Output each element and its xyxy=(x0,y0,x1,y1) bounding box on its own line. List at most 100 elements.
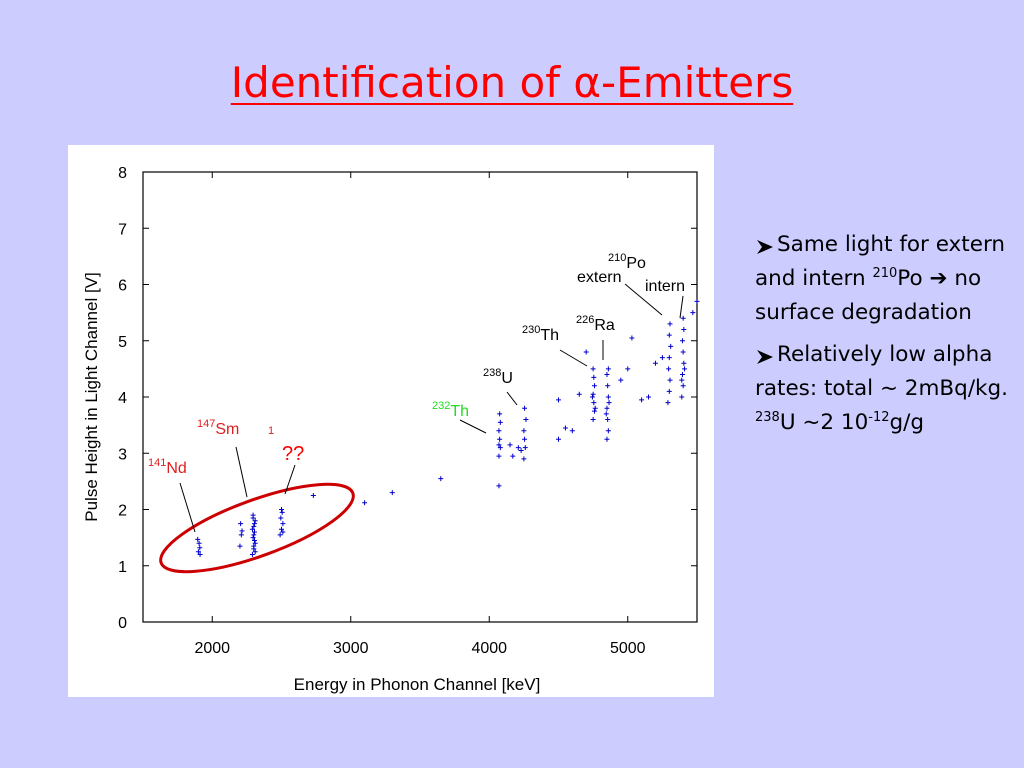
annotation-label: intern xyxy=(645,278,685,295)
annotation-mass: 147 xyxy=(197,418,215,430)
data-point xyxy=(521,428,527,434)
bullet-arrow xyxy=(757,350,773,364)
data-point xyxy=(251,543,257,549)
data-point xyxy=(522,436,528,442)
data-point xyxy=(239,528,245,534)
data-point xyxy=(590,391,596,397)
data-point xyxy=(497,436,503,442)
data-point xyxy=(496,483,502,489)
data-point xyxy=(690,310,696,316)
data-point xyxy=(605,383,611,389)
data-point xyxy=(667,377,673,383)
data-point xyxy=(667,321,673,327)
data-point xyxy=(238,521,244,527)
y-tick-label: 0 xyxy=(118,615,127,632)
note: 238U ~2 10-12g/g xyxy=(755,406,1020,440)
annotation: extern xyxy=(577,269,621,286)
data-point xyxy=(604,405,610,411)
data-point xyxy=(252,518,258,524)
data-point xyxy=(251,521,257,527)
data-point xyxy=(679,338,685,344)
y-tick-label: 8 xyxy=(118,165,127,182)
annotation: 230Th xyxy=(522,324,559,344)
data-point xyxy=(251,537,257,543)
annotation-label: extern xyxy=(577,269,621,286)
text-run: U ~2 10 xyxy=(779,410,869,435)
data-point xyxy=(590,366,596,372)
data-point xyxy=(252,549,258,555)
data-point xyxy=(497,445,503,451)
y-tick-label: 6 xyxy=(118,278,127,295)
data-point xyxy=(362,500,368,506)
highlight-ellipse xyxy=(159,482,355,574)
text-run: Po ➔ no surface degradation xyxy=(755,266,982,325)
data-point xyxy=(629,335,635,341)
data-point xyxy=(251,523,257,529)
chart-background xyxy=(68,145,714,697)
data-point xyxy=(496,442,502,448)
data-point xyxy=(652,360,658,366)
data-point xyxy=(279,507,284,512)
superscript: 210 xyxy=(872,265,898,281)
data-point xyxy=(680,349,686,355)
data-point xyxy=(250,535,256,541)
data-point xyxy=(591,400,597,406)
bullet-arrow xyxy=(757,240,773,254)
x-tick-label: 5000 xyxy=(610,640,646,657)
annotation-label: Nd xyxy=(166,460,186,477)
data-point xyxy=(592,405,598,411)
data-point xyxy=(277,532,283,538)
annotation-leader xyxy=(459,419,487,434)
data-point xyxy=(497,411,503,417)
data-point xyxy=(682,366,688,372)
data-point xyxy=(507,442,513,448)
data-point xyxy=(605,394,611,400)
annotation-mass: 141 xyxy=(148,457,166,469)
data-point xyxy=(605,366,611,372)
text-run: Relatively low alpha rates: total ~ 2mBq… xyxy=(755,342,1008,401)
data-point xyxy=(666,388,672,394)
annotation-label: Th xyxy=(540,327,559,344)
annotation-label: Po xyxy=(626,255,646,272)
data-point xyxy=(666,355,672,361)
annotation: 232Th xyxy=(432,400,469,420)
data-point xyxy=(251,529,257,535)
data-point xyxy=(496,453,502,459)
data-point xyxy=(438,476,444,482)
data-point xyxy=(497,419,503,425)
y-tick-label: 1 xyxy=(118,559,127,576)
data-point xyxy=(523,417,529,422)
annotation-mass: 1 xyxy=(268,425,274,437)
data-point xyxy=(196,540,202,546)
x-tick-label: 4000 xyxy=(471,640,507,657)
annotation-leader xyxy=(624,283,663,316)
data-point xyxy=(195,536,201,542)
data-point xyxy=(556,436,561,442)
data-point xyxy=(639,397,645,403)
data-point xyxy=(278,515,284,521)
annotation: 226Ra xyxy=(576,314,615,334)
data-point xyxy=(604,372,610,377)
data-point xyxy=(646,394,652,400)
data-point xyxy=(252,540,258,546)
data-point xyxy=(279,526,284,532)
annotation-mass: 230 xyxy=(522,324,540,336)
data-point xyxy=(249,552,255,557)
data-point xyxy=(665,400,671,406)
annotation-leader xyxy=(506,391,518,406)
text-run: g/g xyxy=(889,410,925,435)
superscript: -12 xyxy=(868,409,890,425)
annotation-leader xyxy=(284,464,296,495)
data-point xyxy=(197,545,203,551)
data-point xyxy=(279,509,285,515)
y-tick-label: 2 xyxy=(118,503,127,520)
annotation: 147Sm xyxy=(197,418,239,438)
bullet: Same light for extern and intern 210Po ➔… xyxy=(755,228,1020,330)
annotation-label: U xyxy=(501,370,513,387)
slide-title: Identification of α-Emitters xyxy=(230,58,794,107)
data-point xyxy=(680,315,686,321)
data-point xyxy=(510,453,516,459)
data-point xyxy=(668,343,674,349)
data-point xyxy=(518,447,524,453)
data-point xyxy=(666,366,672,372)
